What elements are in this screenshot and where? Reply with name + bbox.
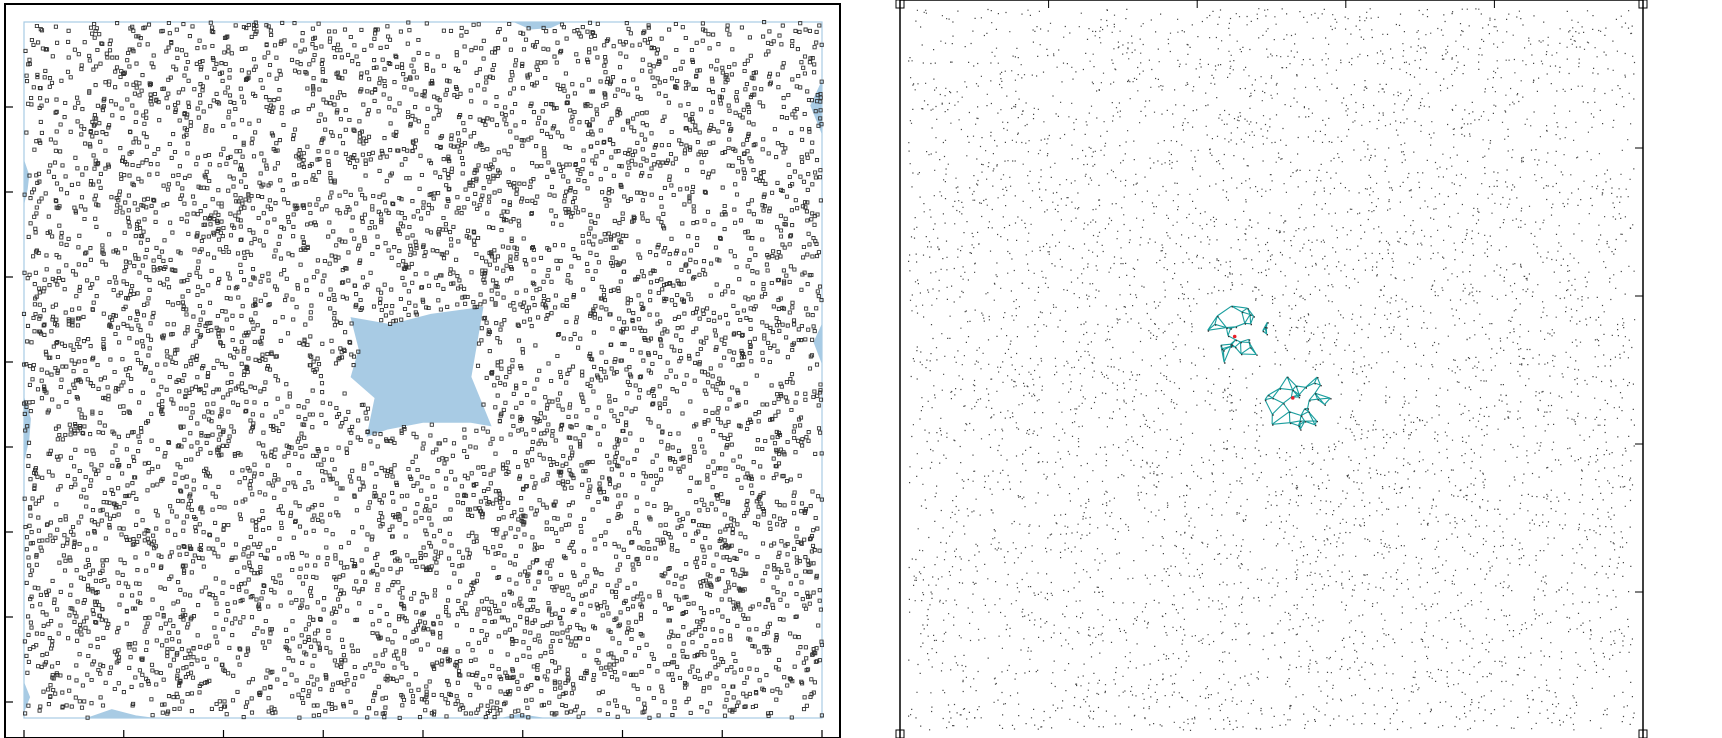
right-plot-frame [900,0,1643,738]
cluster-upper-center [1233,335,1237,339]
right-triangulation-mesh [1208,306,1332,431]
central-void [351,307,491,436]
edge-void-top [515,22,563,29]
right-axis-ticks [896,0,1647,738]
scatter-dots [908,8,1635,731]
cluster-upper-points [1208,306,1269,364]
edge-void-bottom-left [88,710,152,718]
right-scatter-points [908,8,1635,731]
cluster-lower-mesh [1265,377,1330,430]
right-panel [896,0,1647,738]
cluster-upper-mesh [1208,306,1268,362]
right-cluster-centers [1233,335,1295,400]
left-panel [5,4,840,738]
cluster-lower-center [1291,396,1295,400]
edge-void-right-mid [814,325,822,363]
